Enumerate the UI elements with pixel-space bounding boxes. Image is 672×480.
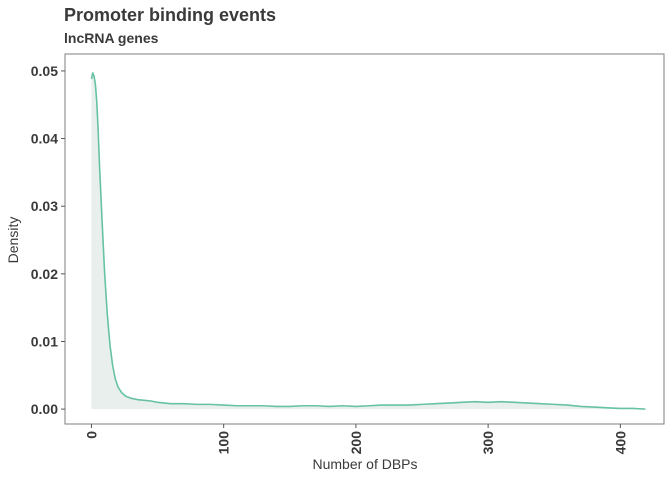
x-tick-label: 400 bbox=[612, 431, 628, 455]
x-tick-label: 0 bbox=[83, 431, 99, 439]
y-tick-label: 0.01 bbox=[31, 333, 58, 349]
y-tick-label: 0.03 bbox=[31, 198, 58, 214]
plot-area: 0.00 0.01 0.02 0.03 0.04 0.05 0 100 200 300 400 bbox=[31, 53, 665, 455]
plot-frame bbox=[64, 53, 665, 425]
y-tick-label: 0.02 bbox=[31, 266, 58, 282]
y-tick-label: 0.05 bbox=[31, 63, 58, 79]
density-area-fill bbox=[91, 72, 646, 410]
chart-subtitle: lncRNA genes bbox=[64, 30, 159, 46]
y-axis-title: Density bbox=[5, 217, 21, 264]
x-axis-title: Number of DBPs bbox=[312, 456, 417, 472]
y-tick-label: 0.04 bbox=[31, 131, 58, 147]
density-line bbox=[90, 72, 646, 410]
chart-title: Promoter binding events bbox=[64, 5, 276, 25]
x-tick-label: 300 bbox=[480, 431, 496, 455]
x-tick-label: 100 bbox=[216, 431, 232, 455]
y-tick-label: 0.00 bbox=[31, 401, 58, 417]
x-tick-label: 200 bbox=[348, 431, 364, 455]
